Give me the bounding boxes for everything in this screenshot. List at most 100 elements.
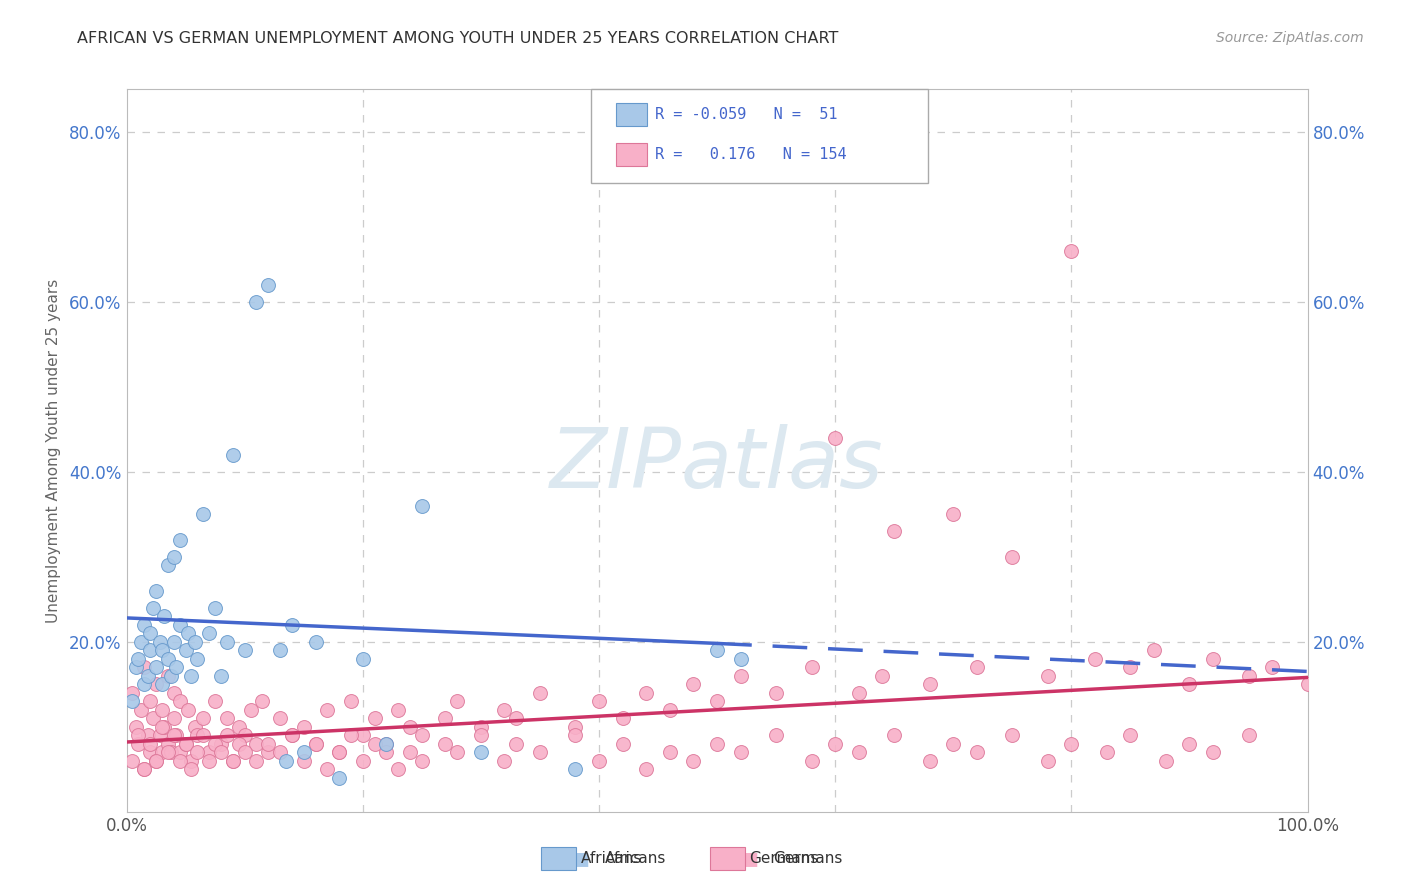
- Point: [1237, 728, 1260, 742]
- Text: ▪: ▪: [572, 844, 591, 872]
- Point: [966, 745, 988, 759]
- Point: [174, 643, 197, 657]
- Point: [160, 669, 183, 683]
- Point: [1202, 745, 1225, 759]
- Point: [153, 720, 176, 734]
- Text: Germans: Germans: [773, 851, 842, 865]
- Point: [186, 745, 208, 759]
- Text: R = -0.059   N =  51: R = -0.059 N = 51: [655, 107, 838, 121]
- Point: [411, 754, 433, 768]
- Point: [136, 669, 159, 683]
- Point: [174, 737, 197, 751]
- Point: [222, 754, 245, 768]
- Point: [150, 745, 173, 759]
- Point: [215, 634, 238, 648]
- Point: [446, 745, 468, 759]
- Point: [274, 754, 297, 768]
- Point: [292, 745, 315, 759]
- Point: [149, 634, 172, 648]
- Point: [682, 754, 704, 768]
- Point: [163, 711, 186, 725]
- Point: [505, 711, 527, 725]
- Point: [328, 745, 350, 759]
- Point: [636, 762, 658, 776]
- Point: [375, 745, 398, 759]
- Point: [706, 643, 728, 657]
- Point: [1202, 651, 1225, 665]
- Point: [1001, 549, 1024, 564]
- Point: [292, 720, 315, 734]
- Point: [184, 720, 207, 734]
- Point: [156, 745, 179, 759]
- Point: [129, 703, 152, 717]
- Point: [150, 643, 173, 657]
- Point: [129, 634, 152, 648]
- Point: [186, 651, 208, 665]
- Point: [470, 720, 492, 734]
- Point: [169, 694, 191, 708]
- Text: Germans: Germans: [749, 851, 818, 865]
- Point: [765, 686, 787, 700]
- Point: [252, 694, 274, 708]
- Point: [156, 737, 179, 751]
- Point: [612, 711, 634, 725]
- Point: [730, 651, 752, 665]
- Point: [375, 737, 398, 751]
- Point: [682, 677, 704, 691]
- Point: [174, 737, 197, 751]
- Text: ZIPatlas: ZIPatlas: [550, 425, 884, 506]
- Point: [125, 660, 148, 674]
- Point: [186, 728, 208, 742]
- Point: [204, 737, 226, 751]
- Point: [1001, 728, 1024, 742]
- Point: [706, 694, 728, 708]
- Point: [222, 448, 245, 462]
- Point: [411, 499, 433, 513]
- Point: [134, 617, 156, 632]
- Point: [434, 711, 457, 725]
- Point: [281, 728, 304, 742]
- Point: [193, 711, 215, 725]
- Point: [824, 737, 846, 751]
- Point: [180, 669, 202, 683]
- Point: [316, 762, 339, 776]
- Point: [165, 728, 187, 742]
- Point: [193, 728, 215, 742]
- Point: [163, 686, 186, 700]
- Point: [966, 660, 988, 674]
- Point: [1119, 660, 1142, 674]
- Point: [245, 737, 267, 751]
- Point: [228, 720, 250, 734]
- Point: [1060, 244, 1083, 258]
- Point: [156, 669, 179, 683]
- Text: Africans: Africans: [605, 851, 666, 865]
- Point: [1036, 669, 1059, 683]
- Point: [150, 677, 173, 691]
- Point: [658, 745, 681, 759]
- Point: [800, 754, 823, 768]
- Text: ▪: ▪: [741, 844, 759, 872]
- Point: [134, 762, 156, 776]
- Point: [730, 745, 752, 759]
- Point: [233, 643, 256, 657]
- Point: [470, 728, 492, 742]
- Point: [177, 626, 200, 640]
- Point: [304, 737, 326, 751]
- Point: [564, 762, 586, 776]
- Point: [145, 583, 167, 598]
- Point: [127, 651, 149, 665]
- Point: [145, 754, 167, 768]
- Point: [149, 728, 172, 742]
- Point: [163, 549, 186, 564]
- Point: [184, 634, 207, 648]
- Point: [269, 711, 291, 725]
- Point: [127, 737, 149, 751]
- Point: [233, 728, 256, 742]
- Point: [1237, 669, 1260, 683]
- Point: [156, 558, 179, 573]
- Point: [169, 533, 191, 547]
- Point: [269, 643, 291, 657]
- Point: [215, 728, 238, 742]
- Point: [1095, 745, 1118, 759]
- Point: [352, 728, 374, 742]
